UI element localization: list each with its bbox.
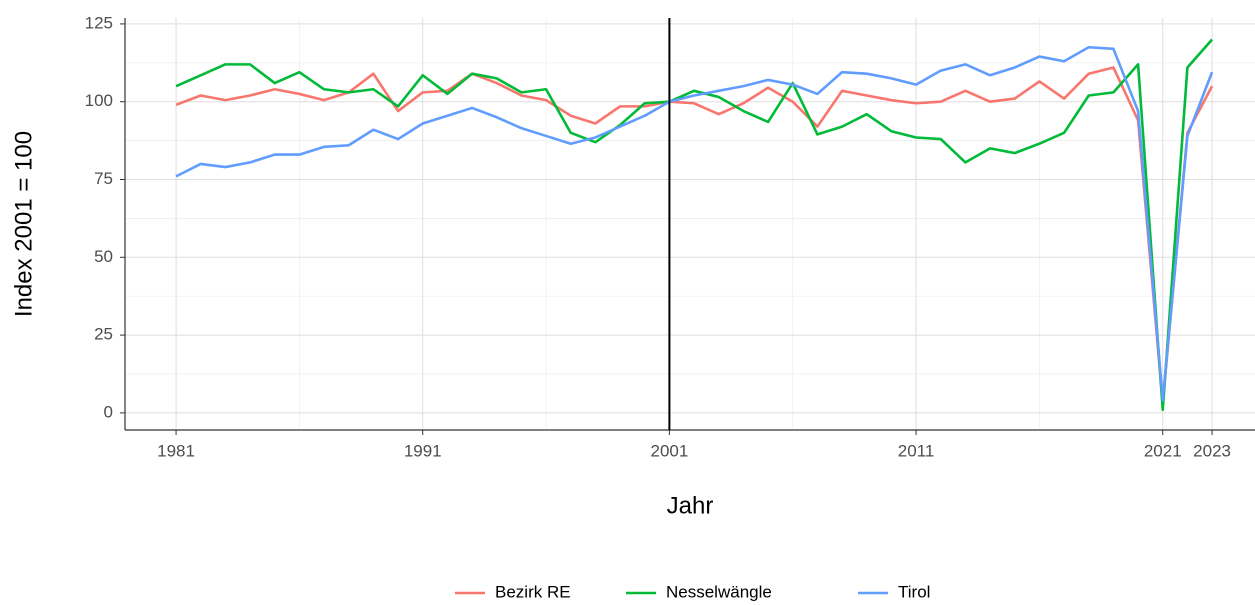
x-tick-label: 2023 [1193,441,1231,460]
x-axis-title: Jahr [667,492,714,519]
x-tick-label: 2001 [650,441,688,460]
y-tick-label: 0 [104,402,113,421]
legend-label: Bezirk RE [495,582,571,601]
x-tick-label: 1991 [404,441,442,460]
x-tick-label: 2011 [898,441,935,460]
series-line [175,66,1214,405]
y-tick-label: 100 [85,91,113,110]
y-tick-label: 125 [85,13,113,32]
legend-label: Nesselwängle [666,582,772,601]
series-line [175,45,1214,402]
y-tick-label: 50 [94,247,113,266]
series-line [175,38,1214,412]
y-tick-label: 75 [94,169,113,188]
y-axis-title: Index 2001 = 100 [10,131,37,317]
legend-label: Tirol [898,582,930,601]
x-tick-label: 1981 [157,441,195,460]
x-tick-label: 2021 [1144,441,1182,460]
y-tick-label: 25 [94,325,113,344]
